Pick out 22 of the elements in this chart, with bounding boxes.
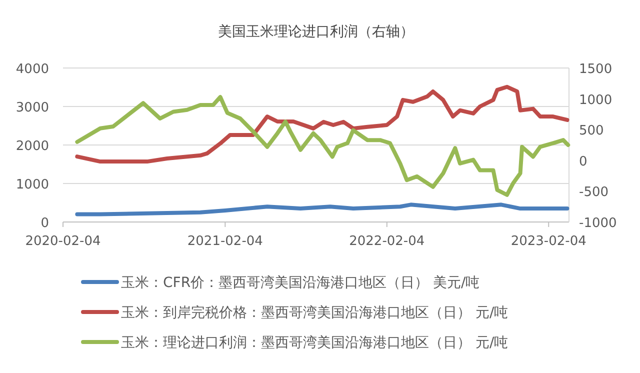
x-tick-label: 2020-02-04	[25, 234, 101, 249]
legend-label: 玉米：到岸完税价格：墨西哥湾美国沿海港口地区（日） 元/吨	[121, 305, 508, 321]
x-tick-label: 2022-02-04	[349, 234, 425, 249]
line-series	[75, 94, 570, 197]
y2-tick-label: -1000	[579, 216, 617, 231]
y2-tick-label: 1000	[579, 92, 612, 108]
y2-tick-label: 0	[579, 154, 588, 170]
y-tick-label: 0	[40, 216, 49, 231]
y-tick-label: 4000	[16, 62, 49, 77]
line-series	[75, 202, 570, 216]
y-tick-label: 3000	[16, 100, 49, 116]
y2-tick-label: -500	[579, 185, 609, 200]
x-tick-label: 2023-02-04	[510, 234, 586, 249]
y-tick-label: 2000	[16, 139, 49, 154]
legend-label: 玉米：理论进口利润：墨西哥湾美国沿海港口地区（日） 元/吨	[121, 335, 508, 351]
y2-tick-label: 1500	[579, 62, 612, 77]
line-series	[75, 84, 570, 164]
x-tick-label: 2021-02-04	[187, 234, 263, 249]
y-tick-label: 1000	[16, 178, 49, 192]
legend-label: 玉米：CFR价：墨西哥湾美国沿海港口地区（日） 美元/吨	[121, 275, 480, 291]
chart-title: 美国玉米理论进口利润（右轴）	[218, 24, 414, 40]
y2-tick-label: 500	[579, 124, 604, 139]
